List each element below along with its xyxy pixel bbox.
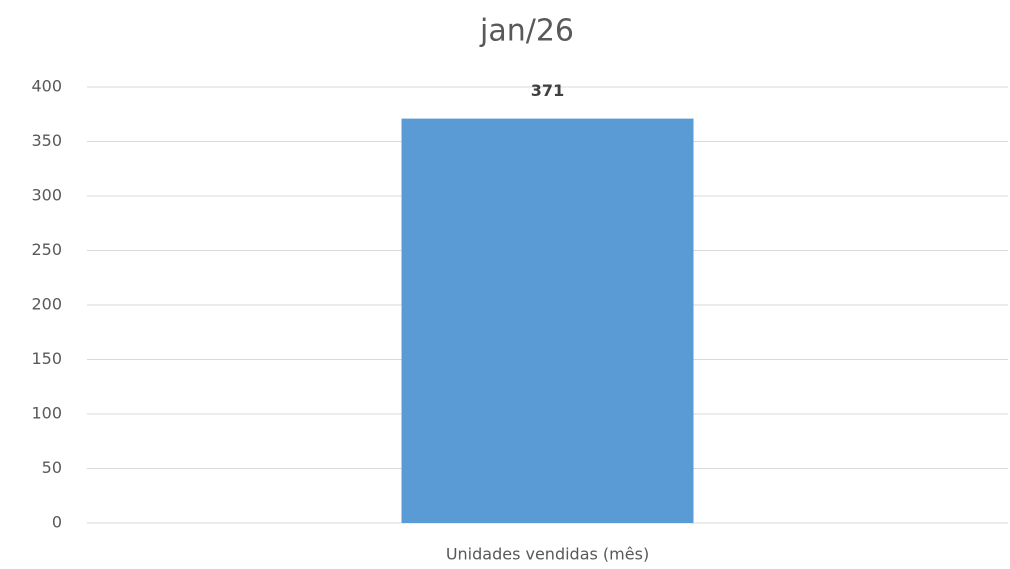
x-tick-label: Unidades vendidas (mês): [446, 545, 649, 564]
y-tick-label: 150: [31, 349, 62, 368]
y-tick-label: 350: [31, 131, 62, 150]
y-tick-label: 50: [42, 458, 62, 477]
y-tick-label: 0: [52, 513, 62, 532]
bar: [401, 118, 694, 524]
y-tick-label: 400: [31, 77, 62, 96]
y-tick-label: 200: [31, 295, 62, 314]
data-label: 371: [531, 81, 564, 100]
chart-title: jan/26: [479, 14, 574, 49]
y-tick-label: 100: [31, 404, 62, 423]
y-tick-label: 250: [31, 240, 62, 259]
y-tick-label: 300: [31, 186, 62, 205]
